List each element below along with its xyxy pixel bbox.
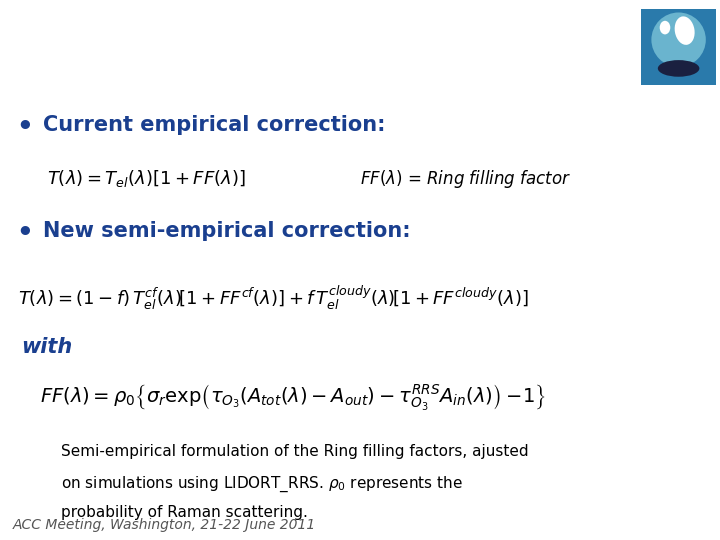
Text: $FF(\lambda) = \rho_0 \left\{ \sigma_r \exp\!\left(\tau_{O_3}(A_{tot}(\lambda) -: $FF(\lambda) = \rho_0 \left\{ \sigma_r \… xyxy=(40,382,546,412)
Text: $T(\lambda) = T_{el}(\lambda)\left[1 + FF(\lambda)\right]$: $T(\lambda) = T_{el}(\lambda)\left[1 + F… xyxy=(47,168,246,189)
Text: $\mathit{FF}(\lambda)$ = Ring filling factor: $\mathit{FF}(\lambda)$ = Ring filling fa… xyxy=(360,168,571,190)
Text: Current empirical correction:: Current empirical correction: xyxy=(43,114,386,134)
Ellipse shape xyxy=(675,16,695,45)
Ellipse shape xyxy=(658,60,699,77)
Text: •: • xyxy=(16,221,32,247)
FancyBboxPatch shape xyxy=(640,9,717,86)
Text: $T(\lambda) = (1-f)\,T_{el}^{cf}(\lambda)\!\left[1 + FF^{cf}(\lambda)\right] + f: $T(\lambda) = (1-f)\,T_{el}^{cf}(\lambda… xyxy=(18,284,528,313)
Text: Semi-empirical formulation of the Ring filling factors, ajusted: Semi-empirical formulation of the Ring f… xyxy=(61,444,528,459)
Text: probability of Raman scattering.: probability of Raman scattering. xyxy=(61,505,308,520)
Text: Improved Ring correction: Improved Ring correction xyxy=(29,28,586,66)
Circle shape xyxy=(652,12,706,67)
Text: with: with xyxy=(22,338,73,357)
Text: •: • xyxy=(16,114,32,140)
Text: New semi-empirical correction:: New semi-empirical correction: xyxy=(43,221,411,241)
Text: ACC Meeting, Washington, 21-22 June 2011: ACC Meeting, Washington, 21-22 June 2011 xyxy=(13,518,316,532)
Text: on simulations using LIDORT_RRS. $\rho_0$ represents the: on simulations using LIDORT_RRS. $\rho_0… xyxy=(61,475,463,494)
Ellipse shape xyxy=(660,21,670,35)
